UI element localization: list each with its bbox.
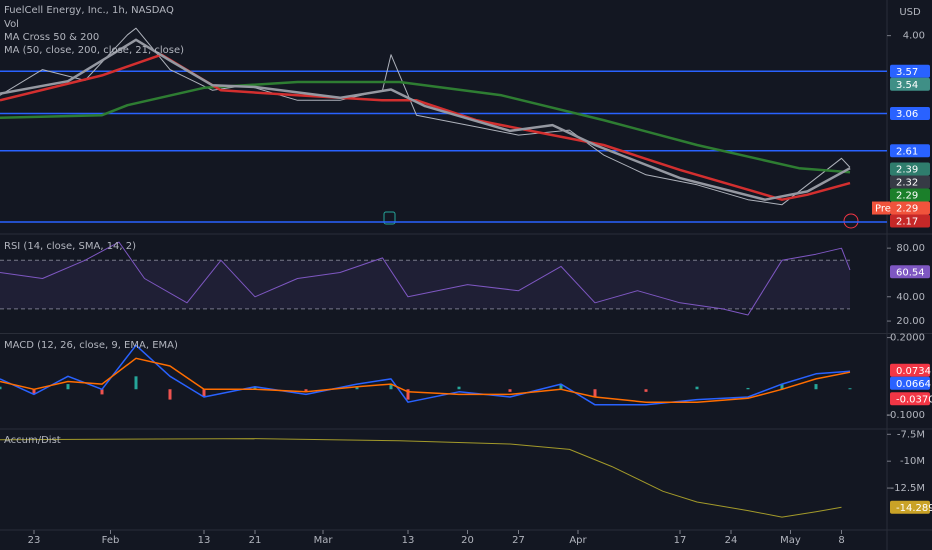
price-badge-label: -14.289M — [896, 503, 932, 514]
x-tick-label: 20 — [461, 535, 474, 546]
price-badge — [890, 265, 930, 279]
x-tick-label: May — [780, 535, 801, 546]
x-tick-label: Mar — [314, 535, 334, 546]
y-tick-label: 40.00 — [896, 292, 925, 303]
x-tick-label: 13 — [198, 535, 211, 546]
histogram-bar — [66, 384, 70, 390]
earnings-icon[interactable] — [383, 211, 396, 225]
price-unit: USD — [899, 7, 921, 18]
pane-title: MACD (12, 26, close, 9, EMA, EMA) — [4, 340, 178, 351]
price-badge — [890, 214, 930, 228]
histogram-bar — [457, 386, 461, 390]
price-badge — [890, 201, 930, 215]
histogram-bar — [389, 384, 393, 390]
y-tick-label: 0.2000 — [890, 333, 925, 344]
price-badge-label: 0.0664 — [896, 379, 931, 390]
event-icon[interactable] — [383, 211, 396, 225]
price-badge-label: 2.29 — [896, 191, 918, 202]
x-tick-label: Feb — [102, 535, 120, 546]
price-badge-label: 3.57 — [896, 67, 918, 78]
histogram-bar — [593, 389, 597, 397]
histogram-bar — [202, 389, 206, 397]
x-tick-label: 24 — [725, 535, 738, 546]
x-tick-label: 13 — [402, 535, 415, 546]
y-tick-label: -0.1000 — [886, 410, 925, 421]
histogram-bar — [746, 387, 750, 390]
histogram-bar — [814, 384, 818, 390]
price-badge — [890, 188, 930, 202]
pane-annotation: MA (50, close, 200, close, 21, close) — [4, 45, 184, 56]
histogram-bar — [406, 389, 410, 400]
histogram-bar — [253, 386, 257, 390]
price-badge-label: 0.0734 — [896, 366, 931, 377]
price-badge — [890, 144, 930, 158]
price-badge — [890, 175, 930, 189]
pane-title: Accum/Dist — [4, 435, 61, 446]
histogram-bar — [168, 389, 172, 400]
histogram-bar — [559, 384, 563, 390]
histogram-bar — [304, 389, 308, 392]
x-tick-label: 21 — [249, 535, 262, 546]
pane-annotation: MA Cross 50 & 200 — [4, 32, 99, 43]
pane-title: FuelCell Energy, Inc., 1h, NASDAQ — [4, 5, 174, 16]
price-badge — [890, 77, 930, 91]
band-fill — [0, 260, 850, 309]
badge-prefix-bg — [872, 201, 890, 215]
price-badge — [890, 162, 930, 176]
histogram-bar — [508, 389, 512, 392]
series-line — [0, 80, 851, 174]
series-line — [0, 38, 851, 201]
histogram-bar — [134, 376, 138, 390]
series-line — [0, 344, 851, 406]
histogram-bar — [32, 389, 36, 395]
price-badge-label: -0.0370 — [896, 394, 932, 405]
x-tick-label: 27 — [512, 535, 525, 546]
histogram-bar — [100, 389, 104, 395]
y-tick-label: -7.5M — [897, 429, 925, 440]
price-badge-label: 2.29 — [896, 204, 918, 215]
y-tick-label: 80.00 — [896, 243, 925, 254]
series-line — [0, 241, 851, 316]
price-badge — [890, 392, 930, 406]
series-line — [0, 27, 851, 206]
price-badge-label: 2.61 — [896, 146, 918, 157]
y-tick-label: 4.00 — [903, 31, 925, 42]
price-badge — [890, 376, 930, 390]
price-badge-label: 60.54 — [896, 267, 925, 278]
y-tick-label: -12.5M — [890, 483, 925, 494]
price-badge-label: 2.39 — [896, 165, 918, 176]
price-badge-label: 2.32 — [896, 178, 918, 189]
histogram-bar — [780, 384, 784, 390]
badge-prefix: Pre — [875, 204, 891, 215]
x-tick-label: 8 — [838, 535, 844, 546]
histogram-bar — [644, 389, 648, 392]
histogram-bar — [695, 386, 699, 390]
x-tick-label: Apr — [569, 535, 587, 546]
histogram-bar — [0, 386, 2, 390]
price-badge — [890, 363, 930, 377]
x-tick-label: 17 — [674, 535, 687, 546]
series-line — [0, 438, 842, 518]
pane-annotation: Vol — [4, 19, 19, 30]
y-tick-label: 20.00 — [896, 316, 925, 327]
price-badge — [890, 64, 930, 78]
series-line — [0, 357, 851, 403]
price-badge — [890, 107, 930, 121]
price-badge-label: 2.17 — [896, 217, 918, 228]
x-tick-label: 23 — [28, 535, 41, 546]
pane-title: RSI (14, close, SMA, 14, 2) — [4, 241, 136, 252]
histogram-bar — [848, 388, 852, 390]
lightning-icon[interactable] — [843, 213, 859, 229]
histogram-bar — [355, 386, 359, 390]
price-badge-label: 3.54 — [896, 80, 918, 91]
price-badge — [890, 500, 930, 514]
price-badge-label: 3.06 — [896, 109, 918, 120]
y-tick-label: -10M — [900, 456, 925, 467]
